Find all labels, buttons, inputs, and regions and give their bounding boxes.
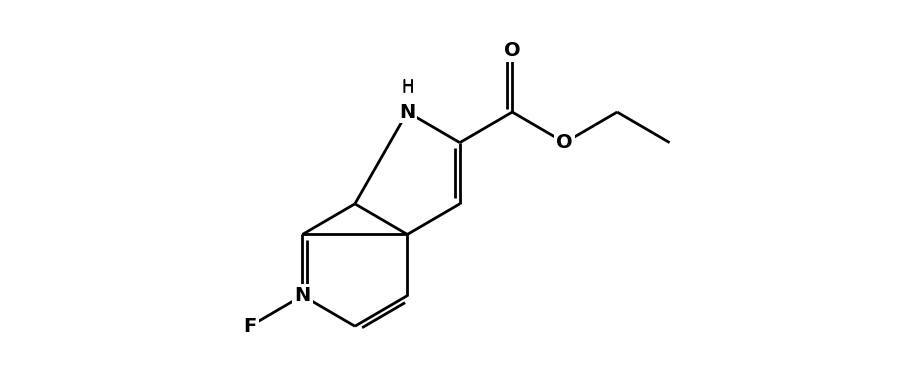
Text: H: H (401, 79, 414, 97)
Text: H: H (401, 78, 414, 96)
Text: F: F (243, 317, 257, 336)
Text: O: O (556, 133, 573, 152)
Text: O: O (504, 42, 520, 61)
Text: N: N (399, 102, 416, 121)
Text: N: N (295, 286, 310, 305)
